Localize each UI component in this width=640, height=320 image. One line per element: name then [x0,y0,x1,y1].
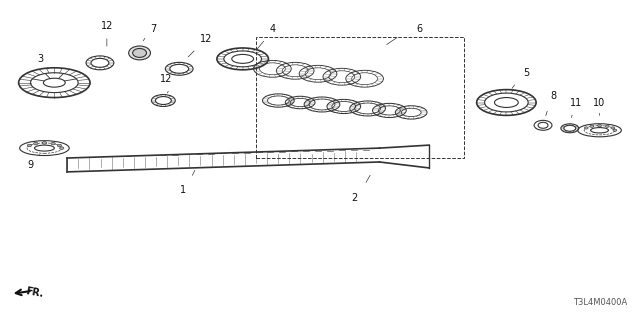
Ellipse shape [584,127,588,129]
Text: 1: 1 [180,185,186,195]
Ellipse shape [611,127,615,129]
Ellipse shape [598,124,602,127]
Ellipse shape [57,144,61,147]
Text: 12: 12 [200,34,212,44]
Text: 12: 12 [160,74,173,84]
Ellipse shape [613,129,617,132]
Text: 10: 10 [593,98,605,108]
Text: 5: 5 [523,68,529,78]
Text: 4: 4 [269,24,275,34]
Text: 7: 7 [150,24,157,34]
Ellipse shape [51,142,55,145]
Text: 2: 2 [351,193,358,203]
Text: 3: 3 [37,54,44,64]
Ellipse shape [132,48,147,57]
Text: FR.: FR. [24,286,44,299]
Ellipse shape [60,147,64,149]
Ellipse shape [28,144,31,147]
Text: 6: 6 [416,24,422,34]
Text: 12: 12 [100,21,113,31]
Ellipse shape [129,46,150,60]
Ellipse shape [590,125,594,127]
Ellipse shape [605,125,609,127]
Text: 9: 9 [28,160,33,170]
Text: T3L4M0400A: T3L4M0400A [573,298,627,307]
Ellipse shape [42,141,47,144]
Ellipse shape [33,142,38,145]
Text: 11: 11 [570,98,582,108]
Text: 8: 8 [550,91,556,100]
